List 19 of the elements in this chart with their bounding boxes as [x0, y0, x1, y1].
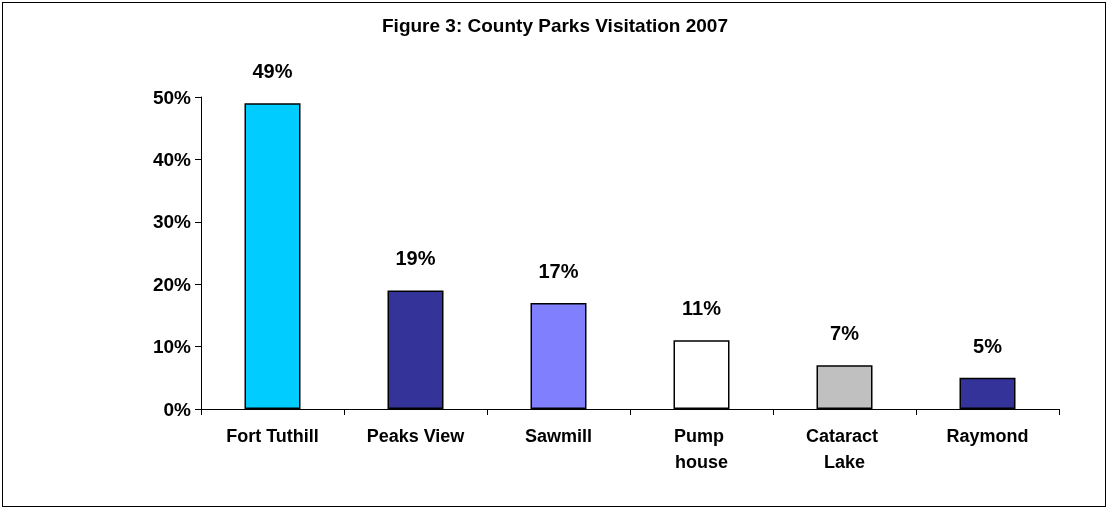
x-tick-label: Raymond [946, 426, 1029, 446]
x-tick-label: Fort Tuthill [226, 426, 319, 446]
y-tick-label: 50% [152, 86, 192, 108]
data-label: 7% [830, 322, 860, 345]
x-tick-label: Cataract Lake [805, 426, 884, 472]
data-label: 17% [538, 259, 579, 282]
data-label: 11% [682, 297, 722, 320]
y-tick-label: 30% [152, 211, 192, 233]
chart-title: Figure 3: County Parks Visitation 2007 [382, 15, 728, 36]
data-label: 5% [973, 334, 1003, 357]
x-tick-label: Pump house [673, 426, 730, 472]
data-label: 49% [252, 60, 293, 83]
x-tick-label: Sawmill [524, 426, 593, 446]
x-tick-label: Peaks View [366, 426, 466, 446]
data-label: 19% [395, 247, 436, 270]
y-tick-label: 10% [152, 336, 192, 358]
y-tick-label: 0% [163, 398, 192, 420]
y-tick-label: 20% [152, 273, 192, 295]
y-tick-label: 40% [152, 148, 192, 170]
